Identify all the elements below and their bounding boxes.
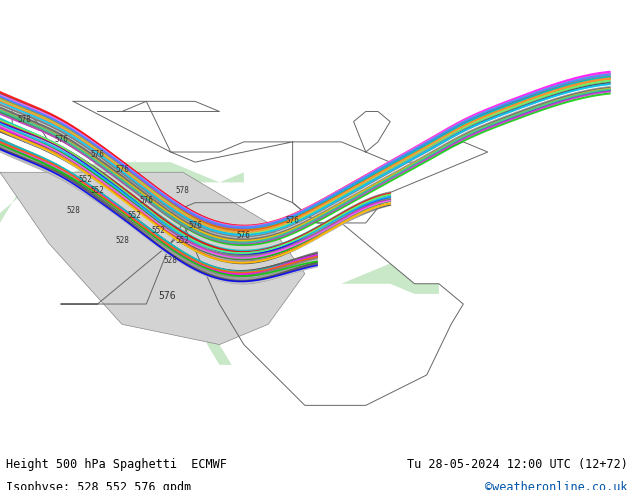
Text: 578: 578 [176, 186, 190, 195]
Text: 576: 576 [286, 216, 299, 225]
Text: 576: 576 [54, 135, 68, 144]
Text: Isophyse: 528 552 576 gpdm: Isophyse: 528 552 576 gpdm [6, 481, 191, 490]
Text: 528: 528 [115, 236, 129, 245]
Text: Tu 28-05-2024 12:00 UTC (12+72): Tu 28-05-2024 12:00 UTC (12+72) [407, 458, 628, 471]
Polygon shape [341, 264, 439, 294]
Text: 552: 552 [152, 226, 165, 235]
Text: 576: 576 [139, 196, 153, 205]
Text: 552: 552 [91, 186, 105, 195]
Polygon shape [0, 172, 305, 344]
Text: 578: 578 [18, 115, 31, 123]
Text: 576: 576 [115, 165, 129, 174]
Text: 528: 528 [66, 206, 80, 215]
Text: 552: 552 [176, 236, 190, 245]
Text: 552: 552 [127, 211, 141, 220]
Text: Height 500 hPa Spaghetti  ECMWF: Height 500 hPa Spaghetti ECMWF [6, 458, 227, 471]
Text: 552: 552 [79, 175, 93, 184]
Text: 576: 576 [158, 291, 176, 301]
Text: ©weatheronline.co.uk: ©weatheronline.co.uk [485, 481, 628, 490]
Text: 576: 576 [188, 221, 202, 230]
Text: 576: 576 [91, 150, 105, 159]
Polygon shape [0, 162, 244, 223]
Text: 576: 576 [237, 231, 251, 240]
Text: 528: 528 [164, 256, 178, 266]
Polygon shape [146, 223, 231, 365]
